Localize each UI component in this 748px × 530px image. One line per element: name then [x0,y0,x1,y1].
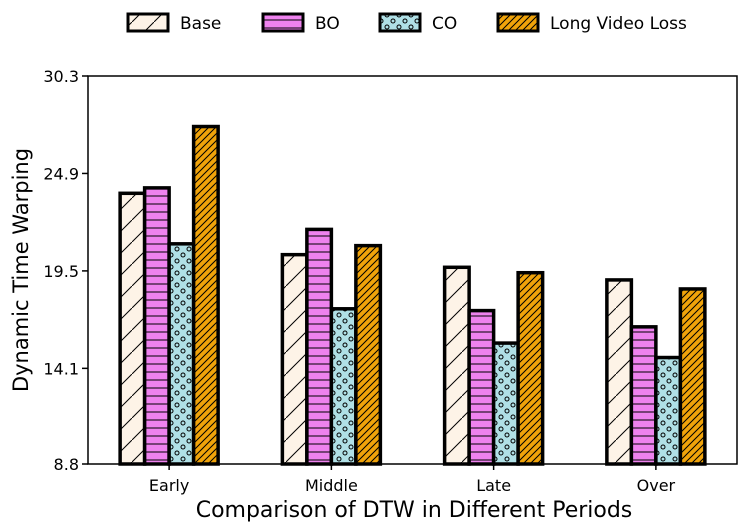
bar-hatch [678,287,707,466]
bar-hatch [467,308,496,466]
bar-hatch [118,191,147,466]
bar-hatch [629,325,658,466]
bar-co-late [491,341,520,466]
y-tick-label: 30.3 [43,67,79,86]
bar-bo-late [467,308,496,466]
bar-long-video-loss-early [191,124,220,466]
bar-hatch [654,355,683,466]
bar-hatch [280,252,309,466]
legend-item-base: Base [126,12,221,34]
bar-bo-middle [305,227,334,466]
bar-hatch [167,242,196,466]
bar-base-late [442,265,471,466]
legend-label: Base [180,14,221,34]
legend-swatch [261,12,305,33]
bar-bo-early [142,186,171,466]
y-axis-label: Dynamic Time Warping [9,148,33,392]
bar-co-middle [329,307,358,466]
x-tick-label: Late [476,476,511,495]
legend-label: CO [432,14,457,34]
legend: Base BO CO Long Video Loss [126,12,687,34]
legend-swatch [378,12,422,33]
x-tick-label: Middle [305,476,358,495]
legend-swatch [126,12,170,33]
bar-hatch [605,278,634,466]
legend-item-bo: BO [261,12,340,34]
plot-frame [87,75,738,465]
bar-hatch [354,243,383,466]
legend-item-long-video-loss: Long Video Loss [496,12,687,34]
bar-base-over [605,278,634,466]
bar-bo-over [629,325,658,466]
bar-hatch [305,227,334,466]
bar-long-video-loss-over [678,287,707,466]
legend-swatch [496,12,540,33]
bar-long-video-loss-late [516,270,545,466]
y-tick-label: 14.1 [43,359,79,378]
bars [118,124,707,466]
bar-hatch [329,307,358,466]
bar-hatch [191,124,220,466]
legend-label: Long Video Loss [550,14,687,34]
bar-base-early [118,191,147,466]
y-axis-ticks: 8.8 14.1 19.5 24.9 30.3 [43,67,88,474]
y-tick-label: 19.5 [43,262,79,281]
legend-item-co: CO [378,12,457,34]
bar-hatch [491,341,520,466]
x-tick-label: Over [637,476,676,495]
bar-hatch [516,270,545,466]
bar-co-over [654,355,683,466]
x-axis-label: Comparison of DTW in Different Periods [196,498,633,523]
bar-hatch [142,186,171,466]
y-tick-label: 8.8 [54,455,79,474]
x-axis-ticks: Early Middle Late Over [149,464,676,495]
legend-label: BO [315,14,340,34]
bar-long-video-loss-middle [354,243,383,466]
bar-hatch [442,265,471,466]
bar-base-middle [280,252,309,466]
bar-co-early [167,242,196,466]
x-tick-label: Early [149,476,189,495]
y-tick-label: 24.9 [43,164,79,183]
